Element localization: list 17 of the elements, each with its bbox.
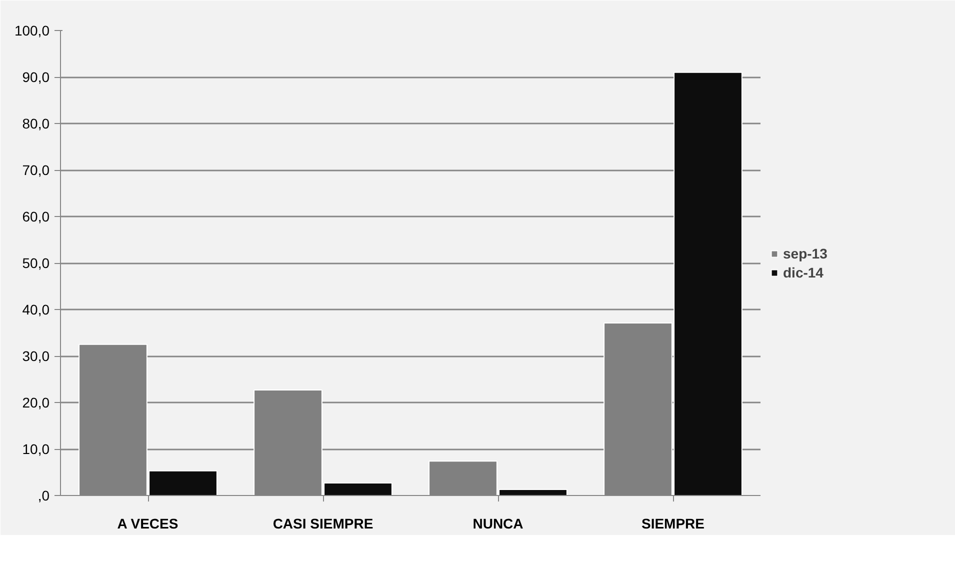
- y-tick-label: 40,0: [22, 302, 50, 318]
- y-tick-label: ,0: [38, 488, 50, 504]
- y-tick-label: 80,0: [22, 116, 50, 132]
- y-tick-label: 100,0: [14, 22, 50, 38]
- y-tick-label: 60,0: [22, 208, 50, 224]
- y-tick-label: 50,0: [22, 255, 50, 271]
- legend-label: sep-13: [783, 245, 828, 261]
- y-tick-label: 10,0: [22, 441, 50, 457]
- y-tick-label: 70,0: [22, 162, 50, 178]
- y-tick-label: 30,0: [22, 348, 50, 364]
- x-tick-label: CASI SIEMPRE: [272, 516, 374, 532]
- x-tick-label: NUNCA: [472, 516, 524, 532]
- y-tick-label: 20,0: [22, 394, 50, 410]
- x-tick-label: SIEMPRE: [641, 516, 705, 532]
- legend-label: dic-14: [783, 264, 824, 280]
- y-tick-label: 90,0: [22, 69, 50, 85]
- x-tick-label: A VECES: [117, 516, 178, 532]
